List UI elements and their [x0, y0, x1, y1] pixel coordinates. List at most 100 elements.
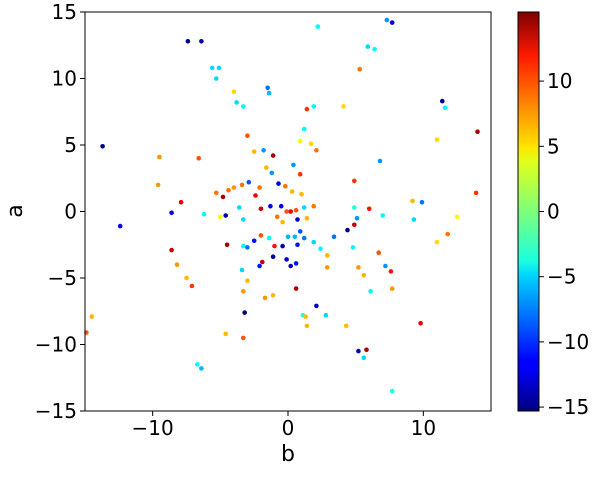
x-tick-label: 10: [411, 416, 436, 440]
data-point: [246, 179, 252, 185]
colorbar-tick-label: −10: [547, 330, 589, 354]
data-point: [241, 217, 246, 222]
data-point: [258, 233, 264, 238]
data-point: [454, 214, 460, 220]
data-point: [223, 331, 228, 337]
data-point: [303, 314, 308, 319]
data-point: [257, 263, 262, 269]
data-point: [117, 223, 123, 229]
data-point: [220, 194, 226, 200]
data-point: [268, 203, 273, 209]
data-point: [434, 137, 440, 142]
data-point: [365, 44, 371, 49]
data-point: [280, 219, 285, 225]
data-point: [323, 312, 329, 318]
data-point: [184, 275, 189, 281]
data-point: [185, 39, 191, 44]
colorbar: [517, 11, 540, 412]
y-tick-label: 0: [64, 200, 77, 224]
data-point: [301, 205, 307, 210]
data-point: [257, 185, 262, 190]
data-point: [214, 76, 219, 81]
data-point: [380, 213, 386, 218]
data-point: [434, 239, 440, 245]
y-tick-label: −5: [48, 266, 77, 290]
data-point: [377, 158, 383, 164]
data-point: [251, 149, 257, 154]
data-point: [266, 90, 272, 96]
y-tick-label: 5: [64, 133, 77, 157]
data-point: [343, 323, 349, 329]
y-tick-label: 15: [52, 0, 77, 24]
colorbar-tick-label: −5: [547, 265, 576, 289]
data-point: [226, 187, 231, 193]
data-point: [304, 323, 310, 329]
data-point: [276, 181, 281, 186]
data-point: [389, 20, 395, 25]
y-axis-label: a: [3, 204, 28, 217]
x-tick-label: 0: [282, 416, 295, 440]
y-tick-label: −15: [35, 399, 77, 423]
data-point: [224, 242, 230, 248]
data-point: [354, 215, 360, 221]
data-point: [297, 229, 303, 234]
data-point: [352, 222, 357, 228]
colorbar-tick-label: 5: [547, 134, 560, 158]
data-point: [352, 178, 357, 184]
data-point: [301, 126, 307, 132]
data-point: [266, 235, 272, 241]
data-point: [324, 253, 330, 258]
data-point: [245, 278, 250, 284]
data-point: [293, 207, 299, 213]
data-point: [234, 100, 239, 105]
data-point: [241, 289, 246, 294]
data-point: [389, 388, 395, 394]
data-point: [314, 303, 319, 309]
data-point: [270, 254, 276, 259]
data-point: [361, 273, 367, 278]
data-point: [231, 89, 237, 95]
data-point: [241, 335, 246, 341]
data-point: [89, 314, 95, 319]
y-tick-label: 10: [52, 67, 77, 91]
colorbar-ticks: −15 −10 −5 0 5 10: [539, 69, 589, 419]
data-point: [291, 162, 296, 168]
data-point: [357, 66, 363, 72]
data-point: [169, 247, 174, 253]
data-point: [253, 193, 258, 198]
data-point: [308, 141, 314, 146]
data-point: [269, 170, 275, 176]
data-point: [304, 106, 310, 112]
data-point: [241, 104, 246, 109]
data-point: [372, 46, 377, 52]
data-point: [284, 209, 289, 214]
data-point: [411, 217, 417, 222]
data-point: [241, 243, 246, 249]
data-point: [258, 206, 264, 212]
data-point: [311, 203, 317, 209]
data-point: [157, 154, 162, 160]
data-point: [384, 17, 390, 23]
data-point: [195, 362, 200, 367]
data-point: [278, 203, 284, 209]
data-point: [350, 245, 356, 250]
data-point: [214, 190, 219, 196]
data-point: [293, 286, 299, 291]
data-point: [289, 189, 295, 194]
data-point: [442, 105, 448, 111]
data-point: [239, 267, 245, 273]
data-point: [231, 185, 237, 190]
data-point: [264, 165, 269, 170]
data-point: [383, 263, 388, 269]
data-point: [292, 234, 298, 240]
data-point: [262, 295, 268, 301]
data-point: [356, 348, 361, 354]
data-point: [100, 144, 105, 149]
data-point: [261, 148, 266, 153]
data-point: [311, 104, 317, 109]
data-point: [196, 156, 201, 161]
data-point: [364, 347, 369, 353]
data-point: [304, 215, 310, 221]
data-point: [272, 243, 277, 249]
